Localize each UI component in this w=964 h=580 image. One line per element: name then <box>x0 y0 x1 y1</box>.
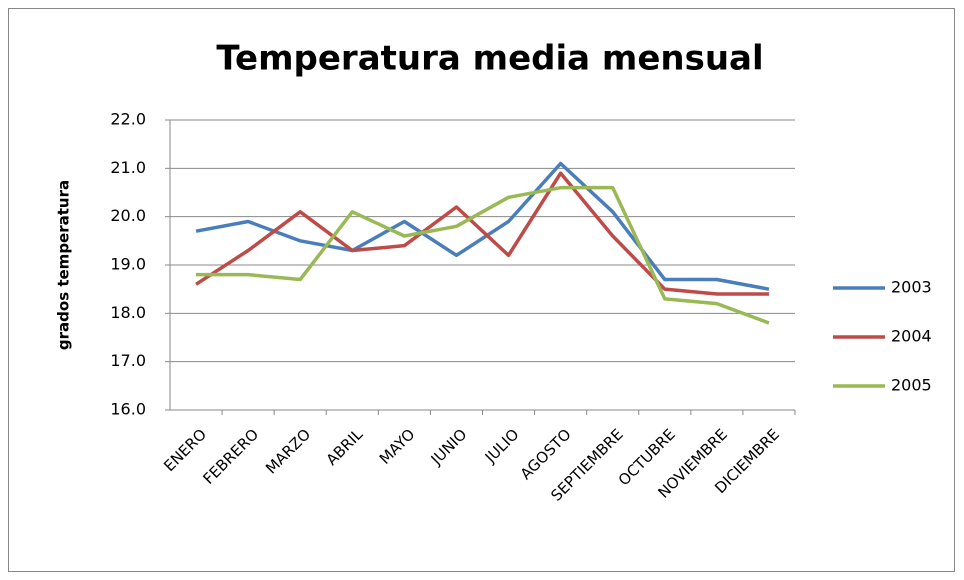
y-tick-label: 16.0 <box>110 400 146 419</box>
y-axis-label: grados temperatura <box>55 180 73 350</box>
legend-label: 2005 <box>891 376 932 395</box>
legend-label: 2004 <box>891 327 932 346</box>
y-tick-label: 17.0 <box>110 351 146 370</box>
series-line <box>195 161 770 291</box>
y-tick-label: 19.0 <box>110 255 146 274</box>
y-tick-label: 18.0 <box>110 303 146 322</box>
y-tick-label: 21.0 <box>110 158 146 177</box>
series-line <box>196 185 770 325</box>
y-tick-label: 22.0 <box>110 110 146 129</box>
y-tick-label: 20.0 <box>110 206 146 225</box>
chart-frame <box>8 8 955 572</box>
legend-label: 2003 <box>891 278 932 297</box>
chart-title: Temperatura media mensual <box>216 39 763 79</box>
series-line <box>195 171 769 296</box>
